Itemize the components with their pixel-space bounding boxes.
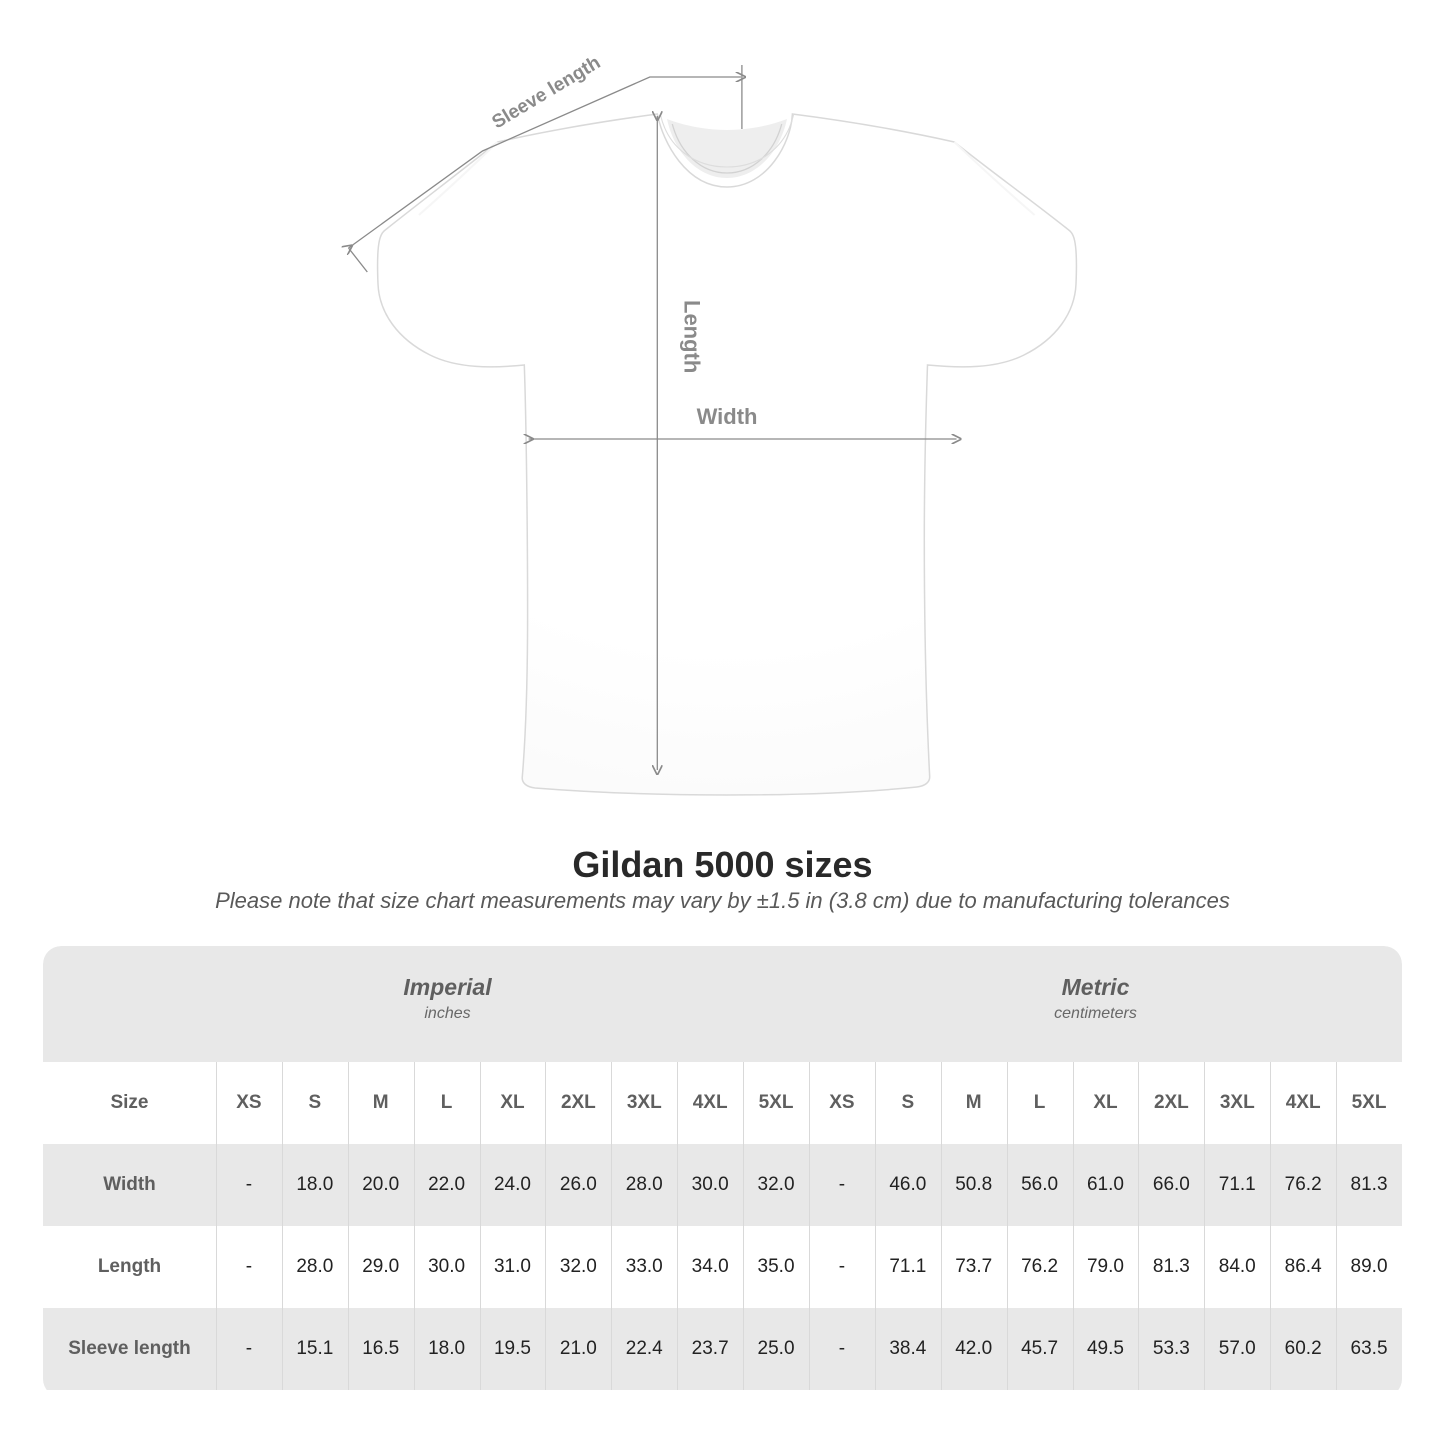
svg-text:Sleeve length: Sleeve length — [488, 52, 604, 133]
svg-text:Length: Length — [679, 300, 704, 373]
svg-text:Width: Width — [697, 404, 758, 429]
